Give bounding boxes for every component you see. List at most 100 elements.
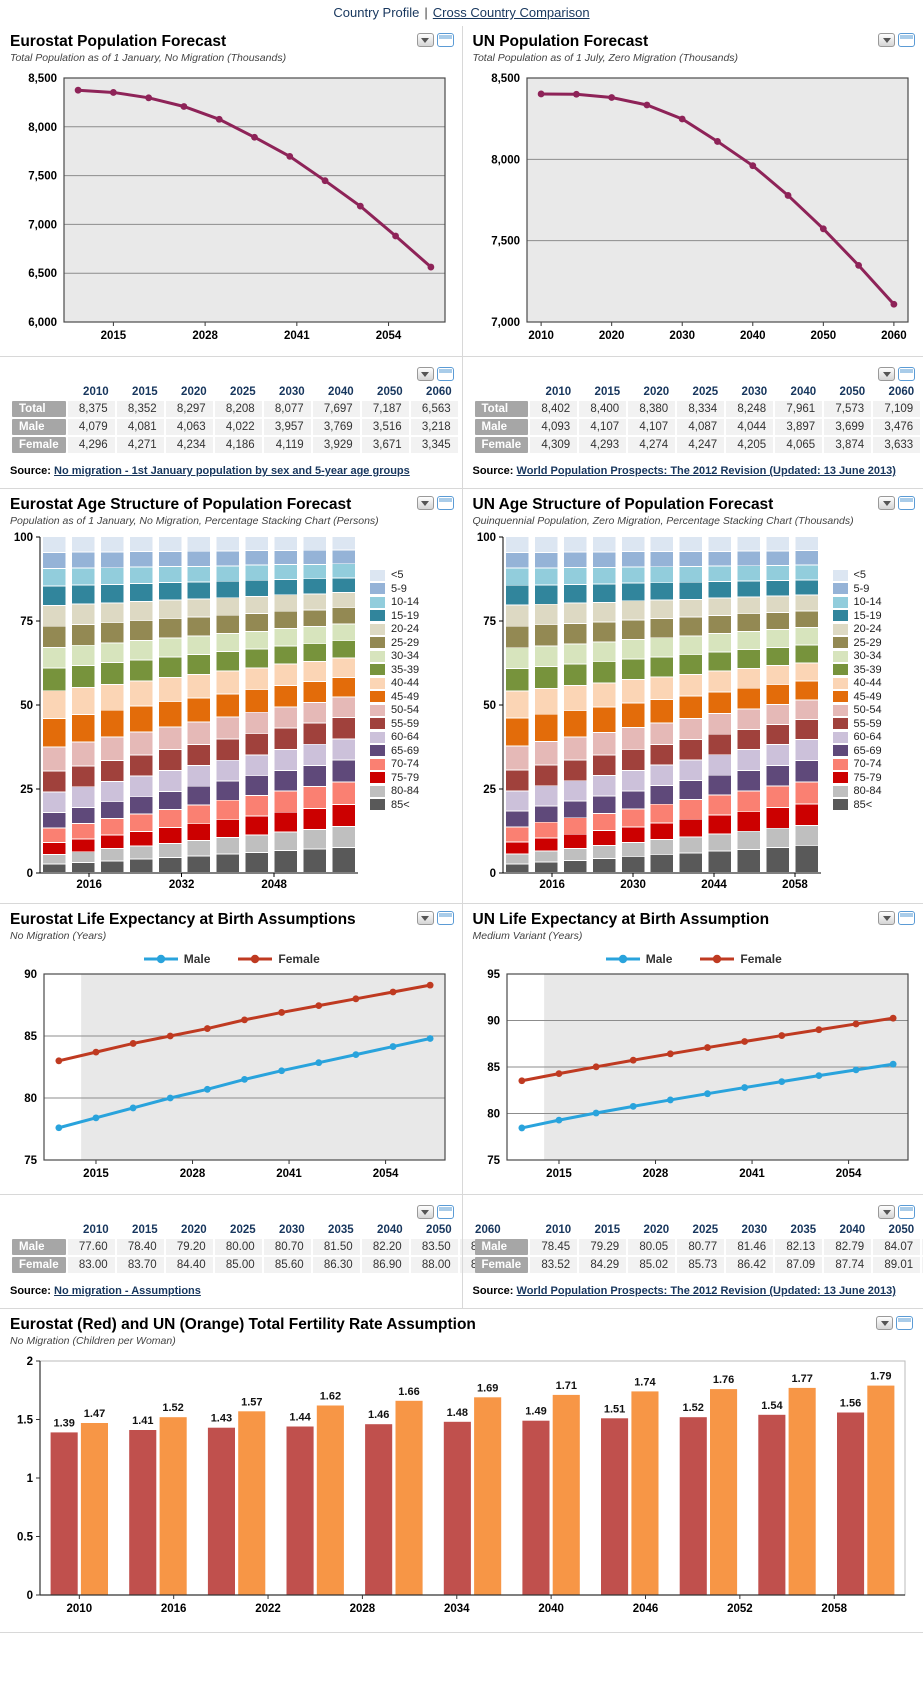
legend-item: 65-69 — [370, 745, 419, 757]
table-cell: 7,961 — [775, 401, 823, 417]
chevron-down-icon[interactable] — [878, 1205, 895, 1219]
total_fertility_rate-svg: 00.511.521.391.471.411.521.431.571.441.6… — [17, 1356, 906, 1615]
un-population-source-link[interactable]: World Population Prospects: The 2012 Rev… — [516, 465, 896, 477]
table-cell: 3,957 — [263, 419, 311, 435]
age-segment — [563, 801, 586, 818]
un-age-legend: <5 5-9 10-14 15-19 20-24 25-29 30-34 35-39 40-44… — [832, 569, 882, 811]
table-year-header: 2010 — [83, 386, 109, 398]
chevron-down-icon[interactable] — [416, 911, 434, 925]
age-segment — [592, 796, 615, 814]
table-row: Male 4,093 4,107 4,107 4,087 4,044 3,897 3,699 3… — [474, 419, 921, 435]
age-segment — [794, 804, 818, 826]
age-segment — [245, 835, 268, 852]
table-year-header: 2030 — [279, 386, 305, 398]
chevron-down-icon[interactable] — [878, 496, 895, 510]
table-cell: 85.60 — [263, 1257, 311, 1273]
age-segment — [187, 786, 211, 805]
age-segment — [534, 688, 558, 714]
window-icon[interactable] — [898, 1205, 915, 1219]
table-cell: 87.74 — [824, 1257, 872, 1273]
chevron-down-icon[interactable] — [878, 911, 895, 925]
un_population-svg: 7,000 7,500 8,000 8,500 2010 2020 2030 2040 2050… — [491, 73, 909, 342]
chevron-down-icon[interactable] — [416, 1205, 434, 1219]
legend-swatch — [832, 691, 848, 702]
legend-label: <5 — [853, 569, 867, 581]
fertility-panel: Eurostat (Red) and UN (Orange) Total Fer… — [0, 1309, 923, 1632]
age-segment — [563, 644, 586, 664]
age-segment — [534, 765, 558, 786]
table-cell: 82.79 — [824, 1239, 872, 1255]
fertility-title: Eurostat (Red) and UN (Orange) Total Fer… — [10, 1316, 476, 1333]
window-icon[interactable] — [436, 367, 454, 381]
age-segment — [245, 565, 268, 580]
svg-text:8,000: 8,000 — [491, 154, 520, 166]
svg-text:1: 1 — [27, 1473, 34, 1485]
legend-label: Male — [645, 952, 673, 966]
eurostat-le-source-link[interactable]: No migration - Assumptions — [54, 1285, 201, 1297]
window-icon[interactable] — [436, 33, 454, 47]
legend-item: <5 — [832, 569, 882, 581]
age-segment — [505, 864, 529, 873]
table-cell: 3,929 — [312, 437, 360, 453]
window-icon[interactable] — [896, 1316, 913, 1330]
window-icon[interactable] — [898, 33, 915, 47]
legend-swatch — [370, 610, 385, 621]
age-segment — [245, 596, 268, 613]
chevron-down-icon[interactable] — [876, 1316, 893, 1330]
table-year-header: 2020 — [643, 386, 670, 398]
window-icon[interactable] — [436, 911, 454, 925]
chevron-down-icon[interactable] — [878, 367, 895, 381]
window-icon[interactable] — [898, 496, 915, 510]
age-segment — [765, 612, 789, 630]
svg-text:7,000: 7,000 — [28, 219, 57, 231]
un-population-subtitle: Total Population as of 1 July, Zero Migr… — [472, 52, 739, 64]
age-segment — [158, 727, 182, 750]
age-segment — [708, 551, 731, 566]
table-cell: 3,218 — [410, 419, 458, 435]
population-table-section: 2010 2015 2020 2025 2030 2040 2050 2060 Total 8,3… — [0, 356, 923, 488]
nav-country-profile[interactable]: Country Profile — [333, 5, 420, 20]
age-segment — [650, 583, 673, 600]
legend-label: 10-14 — [391, 596, 420, 608]
eurostat-le-source: Source: No migration - Assumptions — [10, 1285, 201, 1297]
age-segment — [72, 742, 95, 766]
table-cell: 85.00 — [214, 1257, 262, 1273]
eurostat_age-svg: 0 25 50 75 100 2016 2032 2048 — [14, 532, 358, 891]
age-segment — [245, 816, 268, 835]
legend-label: 30-34 — [853, 650, 882, 662]
chevron-down-icon[interactable] — [416, 33, 434, 47]
chevron-down-icon[interactable] — [878, 33, 895, 47]
window-icon[interactable] — [898, 911, 915, 925]
age-segment — [765, 724, 789, 745]
data-point — [92, 1048, 100, 1056]
eurostat-population-source-link[interactable]: No migration - 1st January population by… — [54, 465, 410, 477]
age-segment — [794, 595, 818, 611]
chevron-down-icon[interactable] — [416, 367, 434, 381]
legend-swatch — [370, 677, 385, 689]
un-le-source-link[interactable]: World Population Prospects: The 2012 Rev… — [516, 1285, 896, 1297]
age-segment — [563, 567, 586, 584]
age-segment — [101, 568, 124, 585]
legend-swatch — [370, 799, 385, 810]
legend-item: 5-9 — [832, 583, 882, 595]
chevron-down-icon[interactable] — [416, 496, 434, 510]
table-year-header: 2060 — [888, 386, 915, 398]
data-point — [55, 1124, 63, 1132]
legend-item: 85< — [832, 799, 882, 811]
age-segment — [274, 611, 297, 628]
age-segment — [650, 699, 673, 723]
legend-item: 45-49 — [370, 691, 419, 703]
table-year-header: 2050 — [839, 386, 866, 398]
window-icon[interactable] — [436, 1205, 454, 1219]
data-point — [517, 1124, 525, 1132]
legend-swatch — [370, 731, 385, 743]
legend-label: 20-24 — [853, 623, 882, 635]
data-point — [777, 1078, 785, 1086]
svg-text:2015: 2015 — [101, 330, 127, 342]
window-icon[interactable] — [898, 367, 915, 381]
age-segment — [794, 739, 818, 760]
age-segment — [303, 537, 326, 550]
nav-cross-country-comparison-link[interactable]: Cross Country Comparison — [432, 5, 590, 20]
svg-text:2058: 2058 — [821, 1603, 847, 1615]
window-icon[interactable] — [436, 496, 454, 510]
